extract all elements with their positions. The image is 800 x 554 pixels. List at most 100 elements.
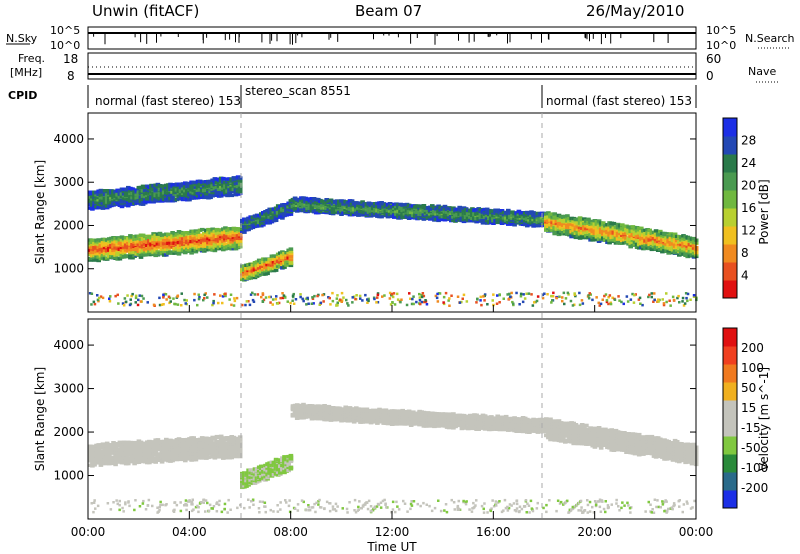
heatmap-cell bbox=[282, 265, 287, 269]
heatmap-cell bbox=[391, 301, 394, 304]
heatmap-cell bbox=[294, 298, 298, 301]
heatmap-cell bbox=[611, 221, 617, 226]
heatmap-cell bbox=[678, 301, 681, 304]
heatmap-cell bbox=[480, 303, 483, 307]
heatmap-cell bbox=[292, 302, 296, 305]
heatmap-cell bbox=[482, 295, 485, 298]
heatmap-cell bbox=[512, 223, 517, 227]
heatmap-cell bbox=[510, 291, 513, 295]
heatmap-cell bbox=[174, 233, 180, 237]
heatmap-cell bbox=[603, 294, 606, 298]
heatmap-cell bbox=[586, 217, 591, 221]
heatmap-cell bbox=[271, 303, 274, 306]
heatmap-cell bbox=[506, 208, 511, 213]
heatmap-cell bbox=[444, 291, 448, 295]
heatmap-cell bbox=[117, 302, 120, 305]
heatmap-cell bbox=[339, 298, 342, 301]
heatmap-cell bbox=[639, 226, 644, 230]
heatmap-cell bbox=[650, 295, 653, 299]
heatmap-cell bbox=[388, 291, 392, 295]
heatmap-cell bbox=[142, 297, 145, 300]
heatmap-cell bbox=[601, 298, 604, 301]
heatmap-cell bbox=[221, 301, 224, 305]
heatmap-cell bbox=[447, 299, 450, 302]
heatmap-cell bbox=[292, 292, 295, 296]
heatmap-cell bbox=[316, 294, 319, 298]
heatmap-cell bbox=[340, 299, 344, 302]
heatmap-cell bbox=[210, 240, 215, 244]
heatmap-cell bbox=[567, 222, 572, 226]
heatmap-cell bbox=[502, 297, 505, 300]
heatmap-cell bbox=[686, 299, 689, 303]
heatmap-cell bbox=[92, 300, 96, 304]
heatmap-cell bbox=[388, 297, 392, 300]
heatmap-cell bbox=[284, 263, 289, 267]
heatmap-cell bbox=[662, 303, 666, 307]
heatmap-cell bbox=[475, 301, 478, 304]
heatmap-cell bbox=[197, 297, 201, 301]
heatmap-cell bbox=[442, 301, 445, 304]
heatmap-cell bbox=[93, 302, 97, 306]
heatmap-cell bbox=[108, 297, 111, 300]
heatmap-cell bbox=[618, 299, 621, 302]
heatmap-cell bbox=[247, 300, 250, 303]
heatmap-cell bbox=[237, 232, 243, 236]
heatmap-cell bbox=[180, 304, 183, 307]
heatmap-cell bbox=[88, 292, 92, 295]
heatmap-cell bbox=[666, 251, 671, 255]
heatmap-cell bbox=[457, 205, 462, 210]
heatmap-cell bbox=[577, 216, 583, 220]
heatmap-cell bbox=[139, 300, 143, 303]
heatmap-cell bbox=[107, 453, 112, 457]
nsearch-label: N.Search bbox=[745, 32, 795, 45]
heatmap-cell bbox=[90, 449, 95, 453]
heatmap-cell bbox=[435, 296, 439, 300]
heatmap-cell bbox=[336, 301, 339, 304]
heatmap-cell bbox=[682, 304, 686, 307]
heatmap-cell bbox=[140, 294, 144, 298]
scale-bottom-right: 10^0 bbox=[706, 39, 736, 52]
heatmap-cell bbox=[436, 217, 441, 221]
heatmap-cell bbox=[221, 176, 226, 181]
heatmap-cell bbox=[169, 300, 172, 303]
heatmap-cell bbox=[626, 300, 630, 303]
heatmap-cell bbox=[479, 295, 482, 299]
heatmap-cell bbox=[531, 211, 536, 215]
heatmap-cell bbox=[277, 301, 281, 305]
heatmap-cell bbox=[592, 224, 598, 228]
heatmap-cell bbox=[359, 297, 362, 300]
heatmap-cell bbox=[193, 292, 196, 296]
heatmap-cell bbox=[662, 234, 667, 239]
heatmap-cell bbox=[198, 296, 201, 299]
heatmap-cell bbox=[442, 295, 446, 299]
heatmap-cell bbox=[99, 295, 103, 298]
heatmap-cell bbox=[261, 223, 266, 227]
heatmap-cell bbox=[582, 217, 587, 221]
heatmap-cell bbox=[281, 292, 284, 295]
heatmap-cell bbox=[657, 300, 660, 303]
heatmap-cell bbox=[346, 302, 349, 305]
heatmap-cell bbox=[533, 301, 536, 304]
heatmap-cell bbox=[566, 291, 570, 295]
scale-top-left: 10^5 bbox=[50, 24, 80, 37]
heatmap-cell bbox=[183, 458, 188, 463]
heatmap-cell bbox=[522, 293, 525, 296]
heatmap-cell bbox=[652, 300, 655, 303]
heatmap-cell bbox=[134, 296, 138, 300]
heatmap-cell bbox=[661, 298, 664, 301]
heatmap-cell bbox=[495, 302, 499, 305]
heatmap-cell bbox=[271, 298, 275, 301]
heatmap-cell bbox=[233, 187, 239, 191]
heatmap-cell bbox=[578, 303, 582, 307]
heatmap-cell bbox=[674, 244, 680, 249]
heatmap-cell bbox=[256, 293, 260, 296]
heatmap-cell bbox=[573, 303, 576, 306]
heatmap-cell bbox=[552, 212, 557, 216]
heatmap-cell bbox=[161, 439, 167, 444]
noise-trace bbox=[88, 32, 696, 45]
heatmap-cell bbox=[422, 294, 426, 298]
heatmap-cell bbox=[331, 291, 334, 295]
heatmap-cell bbox=[241, 303, 244, 307]
heatmap-cell bbox=[90, 292, 94, 295]
heatmap-cell bbox=[172, 444, 177, 448]
